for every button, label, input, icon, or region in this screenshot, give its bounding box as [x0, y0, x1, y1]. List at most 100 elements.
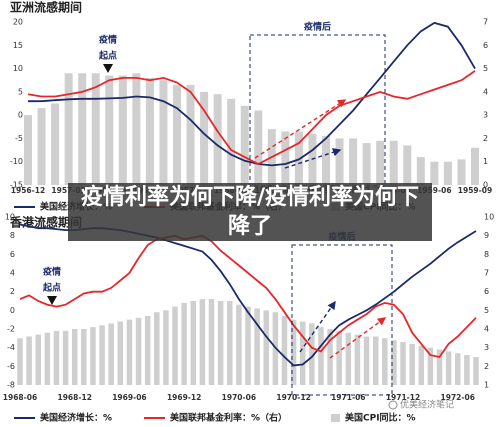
y2-tick-label: 2 [484, 362, 489, 371]
bar [24, 115, 32, 185]
bar [105, 75, 114, 185]
trend-arrow [284, 148, 342, 169]
bar [144, 315, 151, 385]
start-marker [47, 296, 57, 305]
bar [199, 299, 206, 385]
bar [254, 110, 263, 185]
bar [117, 321, 124, 385]
bar [26, 336, 32, 385]
bar [35, 334, 41, 385]
y2-tick-label: 8 [484, 250, 489, 259]
line [19, 234, 477, 359]
bar [90, 327, 96, 385]
bar [227, 98, 236, 185]
bar [464, 355, 470, 385]
bar [372, 336, 379, 385]
start-label: 起点 [98, 50, 117, 62]
bar [17, 338, 23, 385]
y2-tick-label: 2 [483, 134, 488, 143]
bar [227, 301, 233, 385]
bar [159, 80, 168, 185]
line [28, 21, 476, 167]
chart-title: 亚洲流感期间 [10, 0, 82, 15]
x-tick-label: 1972-06 [441, 393, 475, 402]
start-label: 疫情 [43, 266, 61, 278]
bar [173, 84, 181, 185]
bar [186, 84, 195, 185]
bar [299, 321, 306, 385]
y-tick-label: -4 [7, 343, 15, 352]
bar [254, 308, 260, 385]
x-tick-label: 1971-12 [386, 393, 420, 402]
bar [473, 357, 479, 385]
y-tick-label: 0 [18, 111, 23, 120]
bar [403, 145, 412, 185]
y-tick-label: 0 [10, 306, 15, 315]
bar [400, 342, 406, 385]
y2-tick-label: 7 [484, 269, 489, 278]
y2-tick-label: 4 [483, 87, 488, 96]
bar [145, 77, 154, 185]
bar [217, 301, 224, 385]
bar [81, 329, 87, 385]
bar [154, 312, 160, 385]
headline-banner: 疫情利率为何下降/疫情利率为何下降了 [68, 183, 432, 241]
bar [294, 131, 303, 185]
x-tick-label: 1971-06 [331, 393, 365, 402]
bar [53, 330, 60, 385]
x-tick-label: 1959-06 [417, 186, 451, 195]
bar [445, 351, 452, 385]
y-tick-label: 8 [10, 231, 15, 240]
bar [281, 315, 288, 385]
bar [200, 91, 209, 185]
x-tick-label: 1969-12 [167, 393, 201, 402]
bar [335, 138, 344, 185]
x-tick-label: 1968-12 [58, 393, 92, 402]
bar [327, 329, 333, 385]
y2-tick-label: 5 [483, 64, 488, 73]
bar [91, 73, 100, 185]
bar [290, 319, 297, 385]
bar [118, 75, 127, 185]
watermark-icon [388, 400, 398, 410]
bar [62, 330, 69, 385]
x-tick-label: 1956-12 [11, 186, 45, 195]
bar [349, 138, 358, 185]
bar [354, 334, 361, 385]
y2-tick-label: 9 [484, 231, 489, 240]
bar [427, 347, 434, 385]
bar [318, 327, 324, 385]
y-tick-label: 4 [10, 269, 15, 278]
bar [44, 332, 51, 385]
x-tick-label: 1970-06 [222, 393, 256, 402]
bar [126, 319, 133, 385]
y-tick-label: 5 [18, 87, 23, 96]
legend-label: 美国经济增长：% [40, 412, 112, 424]
bar [132, 73, 141, 185]
y-tick-label: 20 [13, 18, 23, 27]
bar [455, 353, 461, 385]
y-tick-label: -10 [10, 157, 23, 166]
bar [71, 329, 78, 385]
bar [51, 103, 60, 185]
bar [345, 332, 352, 385]
x-tick-label: 1969-06 [112, 393, 146, 402]
y2-tick-label: 6 [483, 41, 488, 50]
bar [416, 157, 425, 185]
y-tick-label: -8 [7, 381, 15, 390]
bar [362, 143, 371, 185]
x-tick-label: 1959-09 [458, 186, 492, 195]
y2-tick-label: 3 [483, 111, 488, 120]
bar [430, 161, 439, 185]
watermark: 优美经济笔记 [400, 399, 454, 411]
bar [382, 338, 388, 385]
bar [418, 345, 425, 385]
bar [391, 340, 397, 385]
y2-tick-label: 0 [483, 181, 488, 190]
start-label: 疫情 [99, 34, 117, 46]
y2-tick-label: 1 [483, 157, 488, 166]
bar [37, 108, 46, 185]
bar [336, 330, 342, 385]
bar [457, 159, 466, 185]
bar [363, 336, 370, 385]
